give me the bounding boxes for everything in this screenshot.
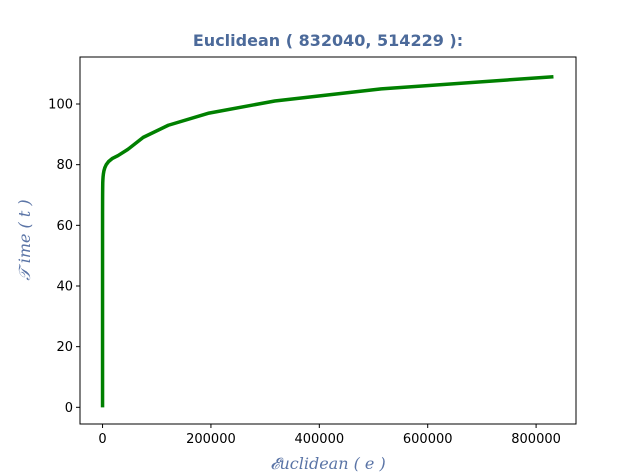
- x-tick-label: 400000: [294, 432, 344, 447]
- y-axis-label: 𝒯 ime ( t ): [15, 199, 34, 280]
- y-tick-label: 100: [48, 98, 73, 113]
- y-tick-label: 60: [56, 219, 73, 234]
- x-axis-ticks: 0 200000 400000 600000 800000: [98, 424, 561, 447]
- series-line-0: [100, 74, 554, 408]
- y-tick-label: 0: [65, 401, 73, 416]
- x-tick-label: 600000: [403, 432, 453, 447]
- y-tick-label: 20: [56, 340, 73, 355]
- x-tick-label: 200000: [186, 432, 236, 447]
- plot-frame: [79, 56, 577, 425]
- x-axis-label: 𝓔uclidean ( e ): [270, 454, 385, 473]
- chart-title: Euclidean ( 832040, 514229 ):: [193, 31, 463, 50]
- x-tick-label: 800000: [511, 432, 561, 447]
- y-axis-ticks: 0 20 40 60 80 100: [48, 98, 80, 416]
- y-tick-label: 40: [56, 279, 73, 294]
- x-tick-label: 0: [98, 432, 106, 447]
- plot-area: [79, 56, 577, 425]
- y-tick-label: 80: [56, 158, 73, 173]
